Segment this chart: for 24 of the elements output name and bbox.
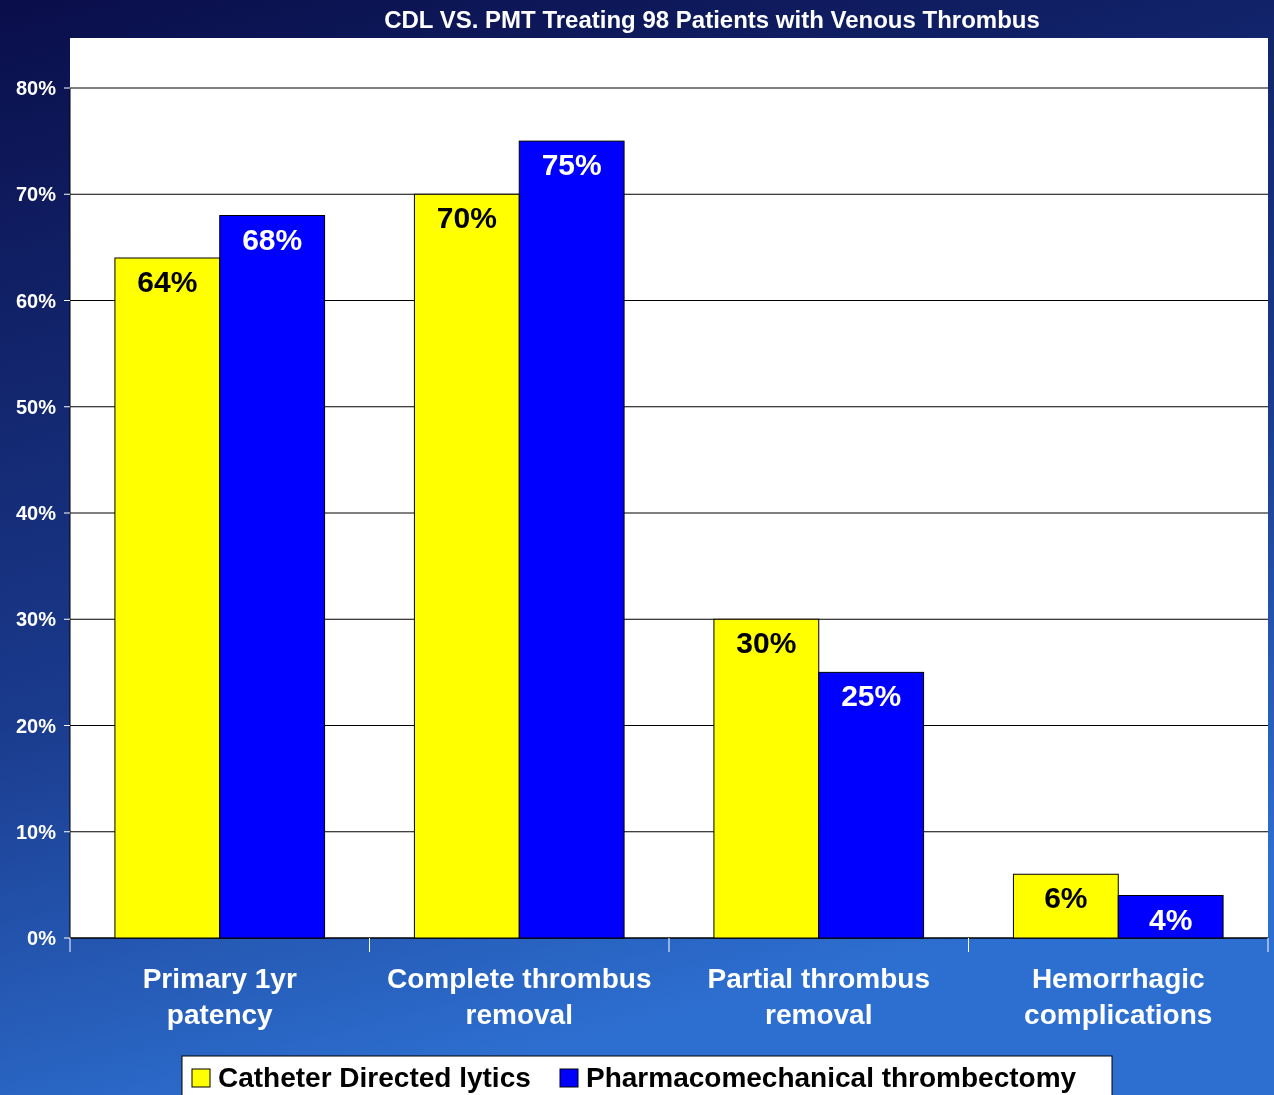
y-tick-label: 80% bbox=[15, 77, 57, 99]
data-label: 6% bbox=[1044, 881, 1088, 915]
y-tick-label: 70% bbox=[15, 183, 57, 206]
data-label: 4% bbox=[1148, 902, 1193, 936]
chart-title: CDL VS. PMT Treating 98 Patients with Venous Thrombus bbox=[384, 6, 1040, 33]
data-label: 30% bbox=[736, 626, 797, 660]
y-tick-label: 50% bbox=[15, 395, 57, 418]
y-tick-label: 30% bbox=[15, 608, 57, 631]
y-tick-label: 10% bbox=[15, 820, 57, 843]
y-tick-label: 0% bbox=[27, 927, 57, 949]
x-tick-label: Complete thrombus removal bbox=[387, 963, 652, 1030]
data-label: 25% bbox=[841, 679, 902, 713]
data-label: 68% bbox=[242, 222, 303, 256]
y-tick-label: 40% bbox=[15, 502, 57, 524]
data-label: 64% bbox=[137, 265, 198, 298]
y-tick-label: 20% bbox=[15, 714, 57, 737]
data-label: 70% bbox=[436, 201, 497, 235]
data-label: 75% bbox=[541, 148, 602, 182]
legend-label: Pharmacomechanical thrombectomy bbox=[586, 1062, 1077, 1093]
x-tick-label: Primary 1yr patency bbox=[142, 963, 297, 1030]
x-tick-label: Hemorrhagic complications bbox=[1024, 963, 1213, 1030]
legend-label: Catheter Directed lytics bbox=[218, 1062, 531, 1093]
x-tick-label: Partial thrombus removal bbox=[707, 963, 930, 1030]
y-tick-label: 60% bbox=[15, 289, 57, 312]
